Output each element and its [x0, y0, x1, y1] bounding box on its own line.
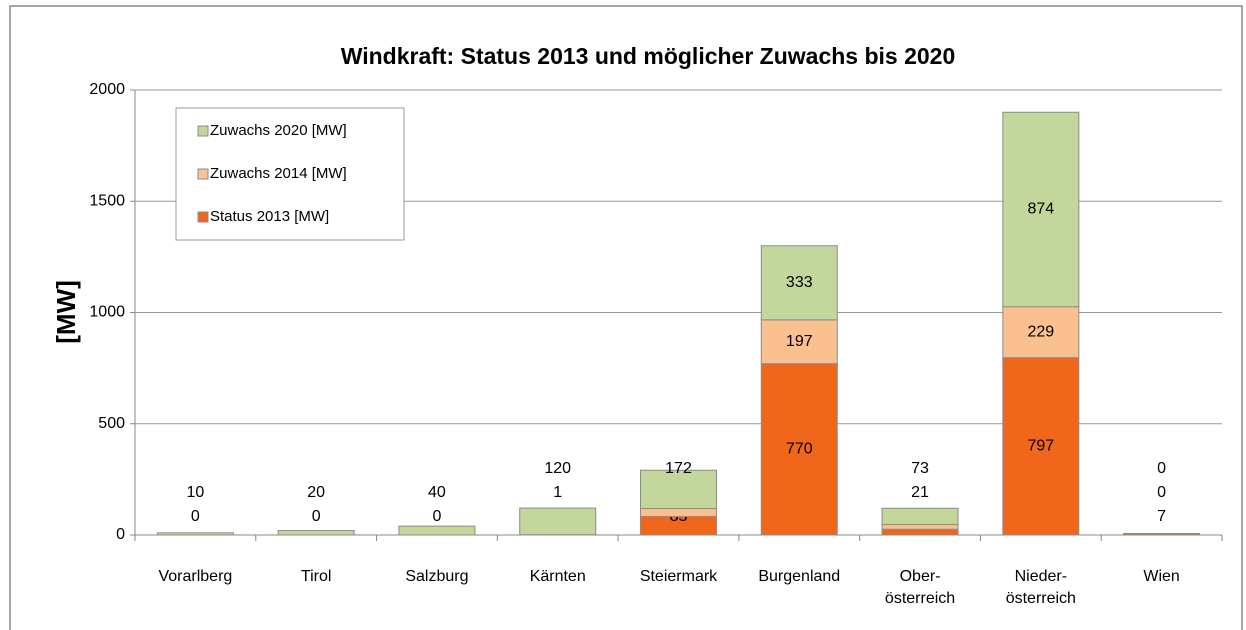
- data-label: 874: [1027, 201, 1054, 218]
- data-label: 770: [786, 441, 813, 458]
- data-label: 797: [1027, 438, 1054, 455]
- data-label: 0: [1157, 484, 1166, 501]
- y-tick-label: 1500: [89, 192, 125, 209]
- y-tick-label: 1000: [89, 304, 125, 321]
- bar-segment: [640, 508, 717, 518]
- data-label: 40: [428, 484, 446, 501]
- bar-segment: [398, 525, 476, 536]
- data-label: 10: [186, 484, 204, 501]
- y-tick-label: 500: [98, 415, 125, 432]
- bar-segment: [760, 363, 838, 536]
- data-label: 21: [911, 484, 929, 501]
- data-label: 1: [553, 484, 562, 501]
- x-tick-label-line: Nieder-: [1015, 568, 1067, 585]
- x-tick-label: Ober-österreich: [885, 568, 955, 607]
- x-tick-label-line: österreich: [1006, 590, 1076, 607]
- data-label: 120: [544, 460, 571, 477]
- bar-segment: [881, 528, 959, 536]
- data-label: 172: [665, 460, 692, 477]
- data-label: 229: [1027, 323, 1054, 340]
- legend-label: Status 2013 [MW]: [210, 208, 329, 225]
- legend-swatch: [197, 168, 209, 180]
- data-label: 0: [312, 508, 321, 525]
- x-tick-label: Kärnten: [530, 568, 586, 585]
- x-tick-label: Steiermark: [640, 568, 718, 585]
- bar-segment: [640, 469, 717, 510]
- x-tick-label: Salzburg: [405, 568, 468, 585]
- x-tick-label-line: Ober-: [900, 568, 941, 585]
- legend-swatch: [197, 125, 209, 137]
- x-tick-label: Nieder-österreich: [1006, 568, 1076, 607]
- legend-box: [175, 107, 405, 241]
- data-label: 0: [1157, 460, 1166, 477]
- legend-label: Zuwachs 2020 [MW]: [210, 122, 347, 139]
- bar-segment: [881, 524, 959, 530]
- data-label: 197: [786, 333, 813, 350]
- data-label: 333: [786, 274, 813, 291]
- bar-segment: [1002, 357, 1080, 536]
- x-tick-label: Wien: [1143, 568, 1179, 585]
- bar-segment: [1123, 532, 1201, 536]
- chart-title: Windkraft: Status 2013 und möglicher Zuw…: [341, 43, 956, 69]
- bar-segment: [277, 530, 355, 536]
- x-tick-label: Burgenland: [758, 568, 840, 585]
- bar-segment: [519, 507, 597, 536]
- data-label: 20: [307, 484, 325, 501]
- data-label: 0: [432, 508, 441, 525]
- legend-label: Zuwachs 2014 [MW]: [210, 165, 347, 182]
- x-tick-label: Tirol: [301, 568, 332, 585]
- legend-swatch: [197, 211, 209, 223]
- x-tick-label: Vorarlberg: [158, 568, 232, 585]
- bar-segment: [1002, 111, 1080, 308]
- x-tick-label-line: österreich: [885, 590, 955, 607]
- data-label: 7: [1157, 508, 1166, 525]
- y-tick-label: 0: [116, 526, 125, 543]
- data-label: 0: [191, 508, 200, 525]
- data-label: 73: [911, 460, 929, 477]
- y-axis-label: [MW]: [51, 280, 81, 344]
- bar-segment: [156, 532, 234, 536]
- y-tick-label: 2000: [89, 81, 125, 98]
- bar-segment: [881, 507, 959, 526]
- bar-segment: [760, 245, 838, 321]
